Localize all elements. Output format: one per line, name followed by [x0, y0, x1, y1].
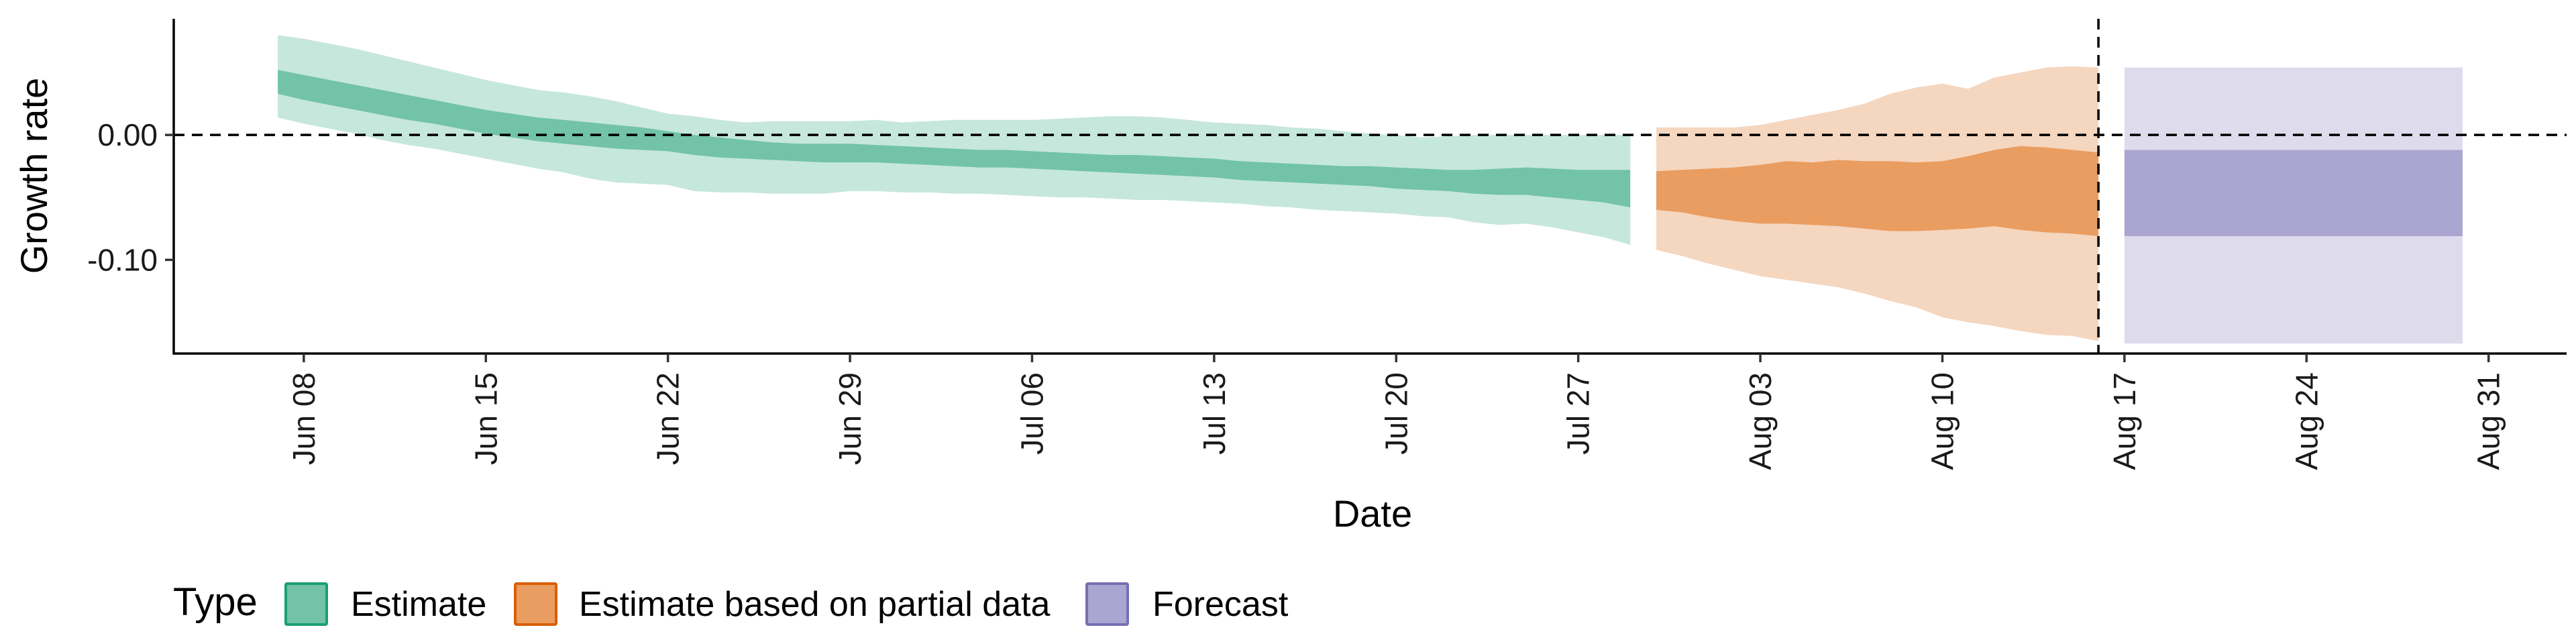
x-tick-label: Jun 15 — [468, 372, 503, 465]
x-tick-label: Jul 27 — [1561, 372, 1596, 455]
x-tick-label: Aug 24 — [2289, 372, 2324, 470]
x-tick-label: Jun 29 — [833, 372, 867, 465]
x-tick-label: Jun 08 — [286, 372, 321, 465]
y-tick-label: 0.00 — [97, 117, 158, 152]
forecast-inner-band — [2124, 150, 2463, 236]
bands-layer — [278, 35, 2463, 344]
legend-swatch-estimate — [284, 582, 328, 626]
x-tick-label: Aug 03 — [1743, 372, 1778, 470]
x-tick-label: Jun 22 — [651, 372, 686, 465]
legend-label-estimate: Estimate — [351, 585, 486, 624]
legend-label-forecast: Forecast — [1152, 585, 1289, 624]
x-tick-label: Jul 06 — [1015, 372, 1050, 455]
x-axis-title: Date — [1333, 492, 1412, 535]
estimate-based-on-partial-data-inner-band — [1656, 146, 2099, 236]
legend-swatch-partial — [514, 582, 557, 626]
tick-labels: 0.00 -0.10 Jun 08 Jun 15 Jun 22 Jun 29 Jul 06 J… — [87, 117, 2506, 470]
y-axis-title: Growth rate — [13, 78, 55, 274]
estimate-outer-band — [278, 35, 1631, 245]
legend-swatch-forecast — [1085, 582, 1129, 626]
legend-title: Type — [173, 580, 258, 624]
legend-label-partial: Estimate based on partial data — [579, 585, 1051, 624]
x-tick-label: Jul 20 — [1379, 372, 1413, 455]
x-tick-label: Jul 13 — [1197, 372, 1232, 455]
x-tick-label: Aug 17 — [2107, 372, 2142, 470]
y-tick-label: -0.10 — [87, 242, 158, 277]
estimate-inner-band — [278, 70, 1631, 208]
x-tick-label: Aug 10 — [1925, 372, 1960, 470]
x-tick-label: Aug 31 — [2471, 372, 2506, 470]
reference-lines — [174, 19, 2567, 354]
axes — [165, 19, 2567, 362]
legend: Type Estimate Estimate based on partial … — [173, 580, 1289, 626]
